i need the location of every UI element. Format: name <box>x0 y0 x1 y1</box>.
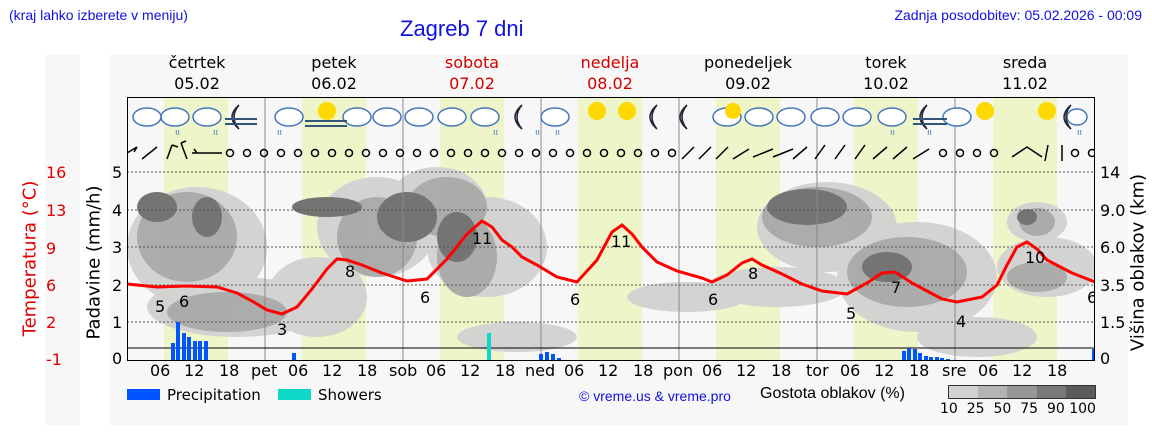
svg-text:ıı: ıı <box>213 128 218 138</box>
svg-text:3: 3 <box>277 320 287 339</box>
day-header: sreda 11.02 <box>1002 53 1048 93</box>
cloud-density-scale <box>948 385 1096 399</box>
cloud-height-tick: 0 <box>1100 349 1111 368</box>
svg-text:ıı: ıı <box>1077 128 1082 138</box>
svg-text:ıı: ıı <box>277 128 282 138</box>
precipitation-legend-swatch <box>127 389 160 400</box>
forecast-chart: ıı ıı ıı ıı ıı ıı ıı ıı ıı <box>127 97 1095 361</box>
temp-tick: 16 <box>46 163 67 182</box>
temp-tick: 9 <box>46 239 57 258</box>
copyright-link[interactable]: © vreme.us & vreme.pro <box>579 388 731 404</box>
svg-text:10: 10 <box>1025 248 1045 267</box>
cloud-density-ticks: 10 25 50 75 90 100 <box>940 401 1096 417</box>
precip-tick: 0 <box>112 349 123 368</box>
last-updated: Zadnja posodobitev: 05.02.2026 - 00:09 <box>894 7 1142 23</box>
svg-text:4: 4 <box>956 312 966 331</box>
day-header: sobota 07.02 <box>444 53 500 93</box>
cloud-height-tick: 9.0 <box>1100 201 1126 220</box>
svg-text:ıı: ıı <box>175 128 180 138</box>
temperature-axis-panel <box>45 55 80 425</box>
day-header: torek 10.02 <box>863 53 909 93</box>
temp-tick: 6 <box>46 276 57 295</box>
precipitation-axis-label: Padavine (mm/h) <box>83 185 105 340</box>
shower-bars <box>487 333 491 361</box>
precip-tick: 4 <box>112 201 123 220</box>
temp-tick: 13 <box>46 201 67 220</box>
day-header: četrtek 05.02 <box>168 53 226 93</box>
svg-text:ıı: ıı <box>890 128 895 138</box>
svg-text:ıı: ıı <box>535 128 540 138</box>
svg-text:7: 7 <box>891 278 901 297</box>
svg-text:11: 11 <box>611 232 631 251</box>
cloud-density-legend-label: Gostota oblakov (%) <box>760 385 905 402</box>
precip-tick: 5 <box>112 163 123 182</box>
cloud-height-tick: 3.5 <box>1100 276 1126 295</box>
svg-text:8: 8 <box>345 262 355 281</box>
page-title: Zagreb 7 dni <box>400 16 524 41</box>
svg-text:5: 5 <box>155 297 165 316</box>
weather-icons: ıı ıı ıı ıı ıı ıı ıı ıı ıı <box>132 102 1088 138</box>
precipitation-legend-label: Precipitation <box>167 386 261 404</box>
temperature-line <box>127 219 1095 316</box>
svg-text:6: 6 <box>1087 288 1095 307</box>
precip-tick: 1 <box>112 313 123 332</box>
wind-indicators <box>127 140 1095 162</box>
precip-tick: 2 <box>112 276 123 295</box>
cloud-height-tick: 1.5 <box>1100 313 1126 332</box>
svg-text:6: 6 <box>179 292 189 311</box>
cloud-height-axis-label: Višina oblakov (km) <box>1127 173 1149 352</box>
svg-text:6: 6 <box>708 290 718 309</box>
svg-text:6: 6 <box>420 288 430 307</box>
svg-text:ıı: ıı <box>493 128 498 138</box>
svg-text:6: 6 <box>570 290 580 309</box>
temp-tick: 2 <box>46 313 57 332</box>
precip-tick: 3 <box>112 238 123 257</box>
cloud-density-map <box>127 167 1095 357</box>
cloud-height-tick: 6.0 <box>1100 238 1126 257</box>
svg-text:ıı: ıı <box>927 128 932 138</box>
showers-legend-swatch <box>278 389 311 400</box>
svg-text:5: 5 <box>846 304 856 323</box>
day-header: ponedeljek 09.02 <box>704 53 792 93</box>
cloud-height-tick: 14 <box>1100 163 1121 182</box>
day-header: petek 06.02 <box>311 53 357 93</box>
svg-text:8: 8 <box>748 264 758 283</box>
showers-legend-label: Showers <box>318 386 382 404</box>
day-header: nedelja 08.02 <box>580 53 640 93</box>
svg-text:ıı: ıı <box>555 128 560 138</box>
temp-tick: -1 <box>46 350 62 369</box>
location-menu-hint[interactable]: (kraj lahko izberete v meniju) <box>9 7 188 23</box>
svg-text:11: 11 <box>472 229 492 248</box>
